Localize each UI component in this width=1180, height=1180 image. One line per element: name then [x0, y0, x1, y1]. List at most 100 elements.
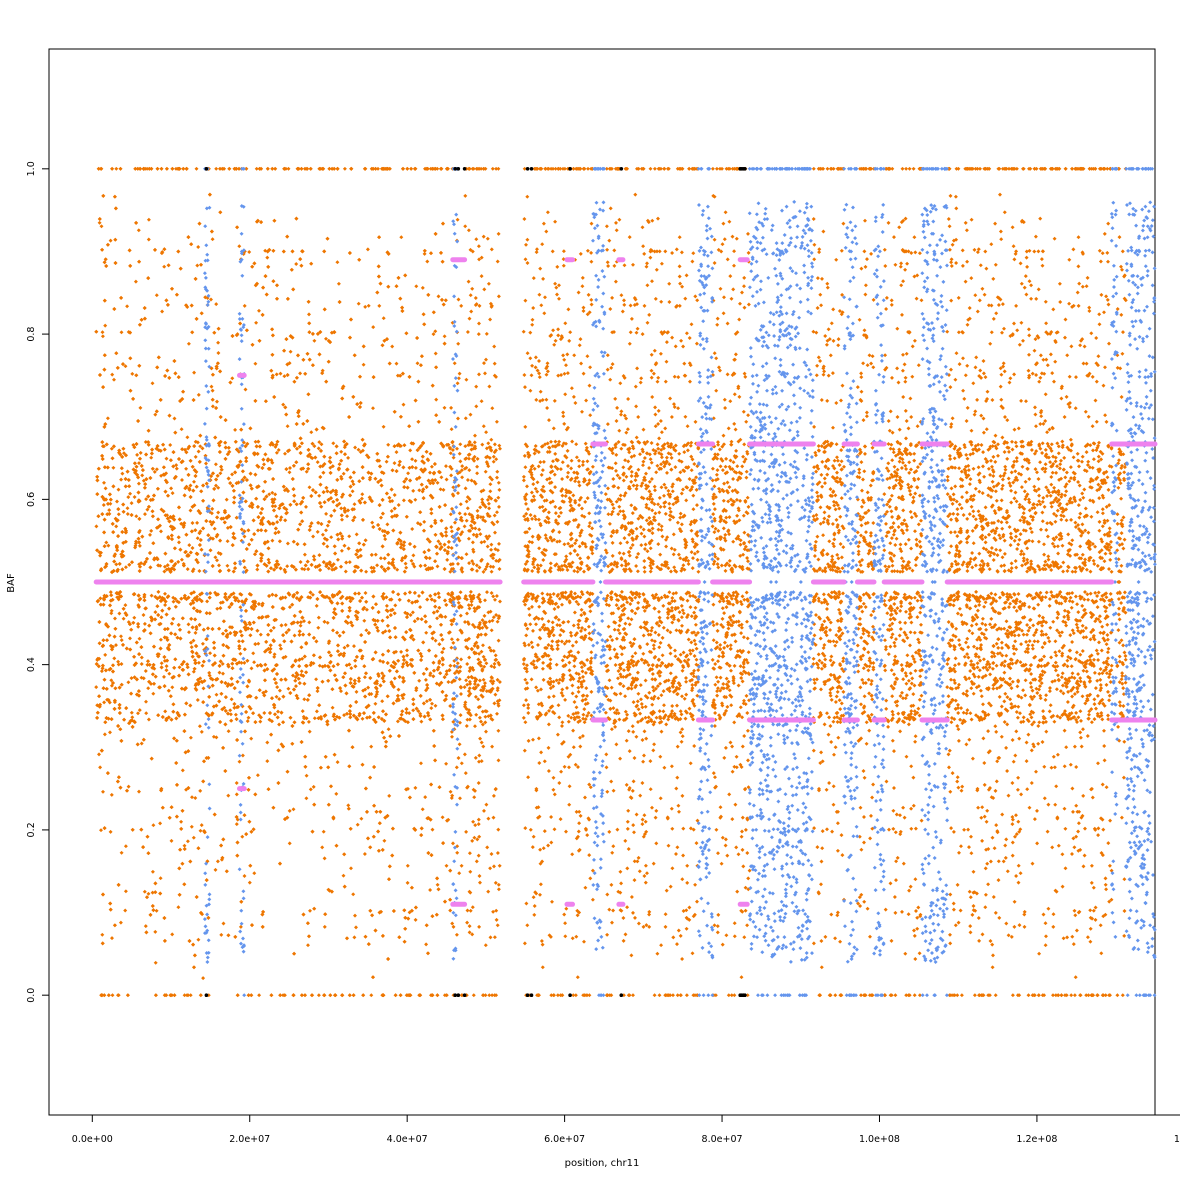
data-point: [155, 365, 159, 369]
data-point: [430, 853, 434, 857]
data-point: [346, 456, 350, 460]
data-point: [351, 892, 355, 896]
data-point: [442, 647, 446, 651]
data-point: [318, 352, 322, 356]
data-point: [403, 940, 407, 944]
data-point: [250, 487, 254, 491]
data-point: [239, 630, 243, 634]
data-point: [165, 457, 169, 461]
data-point: [151, 692, 155, 696]
data-point: [357, 258, 361, 262]
data-point: [264, 274, 268, 278]
data-point: [149, 529, 153, 533]
data-point: [381, 619, 385, 623]
data-point: [346, 644, 350, 648]
data-point: [165, 613, 169, 617]
data-point: [195, 167, 199, 171]
data-point: [433, 521, 437, 525]
data-point: [98, 554, 102, 558]
data-point: [179, 827, 183, 831]
data-point: [439, 251, 443, 255]
data-point: [325, 545, 329, 549]
data-point: [138, 637, 142, 641]
data-point: [101, 385, 105, 389]
data-point: [336, 537, 340, 541]
data-point: [345, 691, 349, 695]
data-point: [381, 709, 385, 713]
data-point: [100, 933, 104, 937]
data-point: [275, 372, 279, 376]
data-point: [161, 715, 165, 719]
data-point: [226, 539, 230, 543]
data-point: [361, 717, 365, 721]
data-point: [326, 679, 330, 683]
data-point: [137, 790, 141, 794]
data-point: [295, 376, 299, 380]
data-point: [444, 530, 448, 534]
data-point: [109, 611, 113, 615]
data-point: [103, 518, 107, 522]
data-point: [290, 742, 294, 746]
data-point: [430, 702, 434, 706]
data-point: [279, 678, 283, 682]
data-point: [396, 694, 400, 698]
data-point: [131, 725, 135, 729]
data-point: [389, 613, 393, 617]
data-point: [302, 913, 306, 917]
data-point: [424, 620, 428, 624]
data-point: [391, 590, 395, 594]
data-point: [337, 282, 341, 286]
data-point: [128, 492, 132, 496]
data-point: [146, 276, 150, 280]
data-point: [156, 613, 160, 617]
data-point: [218, 450, 222, 454]
data-point: [391, 529, 395, 533]
data-point: [284, 337, 288, 341]
data-point: [167, 607, 171, 611]
data-point: [406, 471, 410, 475]
data-point: [114, 206, 118, 210]
data-point: [353, 659, 357, 663]
data-point: [284, 467, 288, 471]
data-point: [221, 672, 225, 676]
data-point: [249, 483, 253, 487]
data-point: [106, 771, 110, 775]
data-point: [288, 503, 292, 507]
data-point: [347, 807, 351, 811]
data-point: [185, 435, 189, 439]
data-point: [98, 221, 102, 225]
data-point: [212, 641, 216, 645]
data-point: [343, 671, 347, 675]
data-point: [190, 529, 194, 533]
data-point: [141, 845, 145, 849]
data-point: [378, 659, 382, 663]
data-point: [97, 694, 101, 698]
data-point: [331, 500, 335, 504]
data-point: [186, 235, 190, 239]
data-point: [421, 286, 425, 290]
data-point: [307, 448, 311, 452]
data-point: [393, 626, 397, 630]
data-point: [219, 415, 223, 419]
data-point: [177, 505, 181, 509]
data-point: [362, 344, 366, 348]
data-point: [150, 448, 154, 452]
data-point: [142, 738, 146, 742]
data-point: [201, 526, 205, 530]
data-point: [103, 299, 107, 303]
data-point: [138, 457, 142, 461]
data-point: [364, 591, 368, 595]
data-point: [398, 531, 402, 535]
data-point: [287, 628, 291, 632]
data-point: [230, 662, 234, 666]
data-point: [124, 889, 128, 893]
data-point: [331, 706, 335, 710]
data-point: [211, 237, 215, 241]
data-point: [280, 711, 284, 715]
data-point: [388, 669, 392, 673]
data-point: [246, 719, 250, 723]
data-point: [135, 442, 139, 446]
data-point: [286, 373, 290, 377]
data-point: [107, 633, 111, 637]
data-point: [119, 167, 123, 171]
